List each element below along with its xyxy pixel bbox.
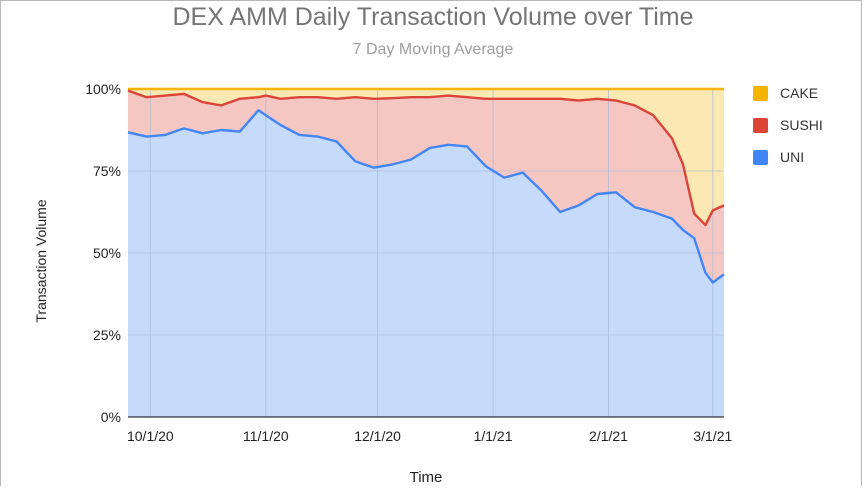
y-axis-label: Transaction Volume [33,199,49,322]
legend-label: UNI [780,149,805,165]
legend-item-cake: CAKE [753,77,823,109]
legend-swatch-uni [753,149,768,165]
x-tick-label: 10/1/20 [127,428,174,444]
legend-label: SUSHI [780,117,823,133]
y-tick-label: 75% [93,163,121,179]
x-tick-label: 2/1/21 [589,428,628,444]
x-tick-label: 11/1/20 [243,428,289,444]
chart-subtitle: 7 Day Moving Average [352,41,514,58]
legend-item-uni: UNI [753,141,823,173]
x-tick-label: 1/1/21 [474,428,513,444]
area-uni [128,110,724,418]
x-axis-label: Time [410,469,443,486]
y-tick-label: 0% [101,409,121,425]
legend-item-sushi: SUSHI [753,109,823,141]
series-line-uni [127,109,725,284]
y-tick-label: 25% [93,327,121,343]
legend: CAKE SUSHI UNI [753,77,823,173]
y-tick-label: 50% [93,245,121,261]
legend-swatch-cake [753,85,768,101]
chart-title: DEX AMM Daily Transaction Volume over Ti… [172,3,694,31]
legend-swatch-sushi [753,117,768,133]
x-tick-label: 3/1/21 [693,428,732,444]
series-line-sushi [127,89,725,227]
y-tick-label: 100% [85,81,121,97]
x-tick-label: 12/1/20 [354,428,401,444]
legend-label: CAKE [780,85,819,101]
